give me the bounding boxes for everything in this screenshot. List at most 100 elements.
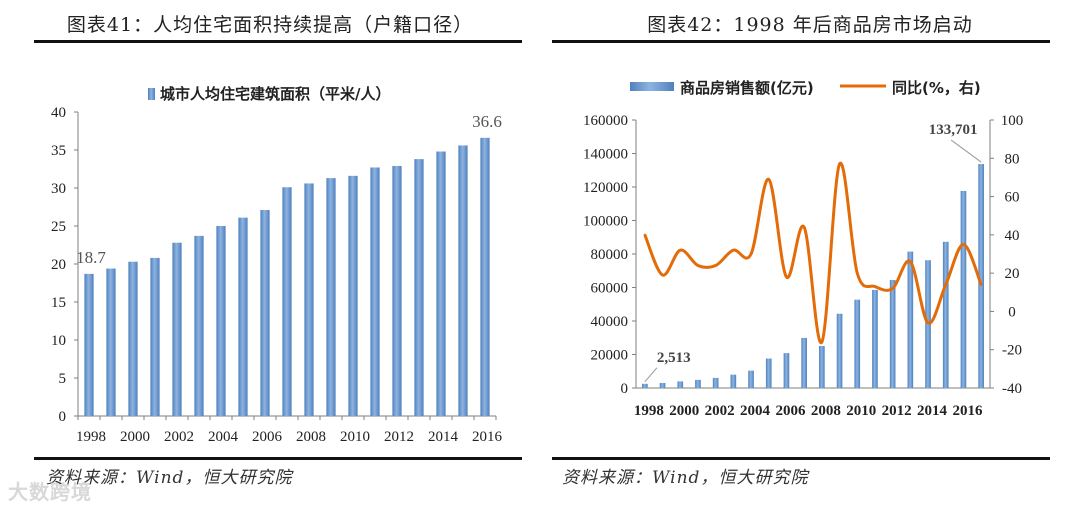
bar-2001: [695, 379, 701, 388]
x-tick-label: 2002: [705, 403, 735, 419]
y-right-tick-label: -20: [1002, 343, 1022, 359]
yoy-point-2015: [944, 283, 947, 286]
y-left-tick-label: 40000: [591, 314, 629, 330]
yoy-point-2002: [714, 264, 717, 267]
bar-2004: [748, 370, 754, 388]
figure-42-panel: 图表42：1998 年后商品房市场启动 商品房销售额(亿元) 同比(%，右) 0 20…: [540, 0, 1080, 514]
bar-2003: [194, 235, 204, 416]
yoy-point-2013: [909, 260, 912, 263]
x-tick-label: 2016: [472, 429, 503, 445]
y-tick-label: 25: [51, 219, 66, 235]
bar-2014: [436, 151, 446, 416]
y-left-tick-label: 20000: [591, 348, 629, 364]
bar-1999: [659, 382, 666, 388]
legend-swatch-sales: [630, 82, 674, 91]
bar-2015: [942, 241, 949, 388]
annotation-callout-line: [950, 139, 982, 163]
y-tick-label: 30: [51, 181, 66, 197]
data-label-2016: 36.6: [472, 112, 502, 131]
bar-2012: [392, 165, 402, 416]
yoy-point-2004: [749, 252, 753, 256]
bar-2001: [150, 257, 160, 416]
yoy-point-2003: [732, 248, 735, 252]
x-tick-label: 2008: [811, 403, 841, 419]
bar-2010: [854, 299, 861, 388]
yoy-point-2012: [891, 287, 894, 290]
y-left-tick-label: 140000: [583, 147, 628, 163]
y-tick-label: 35: [51, 143, 66, 159]
yoy-point-2011: [873, 285, 877, 288]
bar-2011: [370, 167, 380, 416]
bar-2013: [414, 159, 424, 416]
bar-2008: [304, 183, 314, 416]
housing-sales-chart: 商品房销售额(亿元) 同比(%，右)02000040000600008000010…: [583, 79, 1024, 419]
y-right-tick-label: 0: [1008, 304, 1016, 320]
bar-2011: [872, 289, 878, 388]
bar-2000: [128, 261, 138, 416]
x-tick-label: 2000: [669, 403, 699, 419]
annotation-label-first: 2,513: [657, 350, 691, 366]
bar-2008: [819, 346, 825, 388]
bar-2006: [783, 353, 790, 388]
bar-2010: [348, 175, 358, 416]
y-left-tick-label: 80000: [591, 247, 629, 263]
x-tick-label: 2008: [296, 429, 326, 445]
legend-label-sales: 商品房销售额(亿元): [680, 79, 814, 97]
yoy-point-2005: [767, 178, 770, 181]
yoy-point-2017: [979, 283, 983, 286]
housing-area-chart: 城市人均住宅建筑面积（平米/人） 0 5 10 15 20 25 30 35 40 1998 2000…: [51, 85, 503, 445]
yoy-line: [643, 161, 983, 344]
y-right-tick-label: 40: [1005, 228, 1020, 244]
y-tick-label: 20: [51, 257, 66, 273]
x-tick-label: 2012: [384, 429, 414, 445]
x-tick-label: 2006: [252, 429, 283, 445]
figure-42-title: 图表42：1998 年后商品房市场启动: [647, 14, 973, 36]
figure-41-panel: 图表41：人均住宅面积持续提高（户籍口径） 城市人均住宅建筑面积（平米/人） 0 5…: [34, 14, 522, 488]
figure-41-bottom-rule: [34, 457, 522, 460]
yoy-point-2000: [679, 248, 682, 252]
bar-2002: [712, 377, 719, 388]
y-right-tick-label: 100: [1001, 113, 1024, 129]
x-tick-label: 2004: [740, 403, 771, 419]
bar-1998: [642, 383, 648, 388]
x-tick-label: 2010: [340, 429, 370, 445]
figure-41-source: 资料来源：Wind，恒大研究院: [46, 468, 293, 488]
yoy-point-2014: [926, 321, 930, 325]
bar-2005: [765, 358, 772, 388]
x-tick-label: 2002: [164, 429, 194, 445]
legend-swatch-area: [148, 88, 155, 100]
bar-1998: [84, 273, 94, 416]
bar-2007: [801, 337, 807, 388]
data-label-1998: 18.7: [76, 248, 106, 267]
y-tick-label: 10: [51, 333, 66, 349]
yoy-point-1999: [661, 273, 664, 277]
y-tick-label: 40: [51, 105, 66, 121]
x-tick-label: 2014: [428, 429, 459, 445]
bar-2016: [480, 137, 490, 416]
bar-2015: [458, 145, 468, 416]
y-left-tick-label: 160000: [583, 113, 628, 129]
watermark-logo: 大数跨境: [8, 480, 92, 504]
y-tick-label: 0: [59, 409, 67, 425]
bar-1999: [106, 268, 116, 416]
bar-2009: [326, 178, 336, 416]
x-tick-label: 2014: [917, 403, 948, 419]
legend-label-yoy: 同比(%，右): [892, 79, 981, 97]
bar-2016: [960, 190, 967, 388]
yoy-point-2010: [856, 271, 859, 275]
y-tick-label: 5: [59, 371, 67, 387]
x-tick-label: 2000: [120, 429, 150, 445]
y-right-tick-label: 20: [1005, 266, 1020, 282]
y-right-tick-label: 60: [1005, 190, 1020, 206]
yoy-point-2009: [838, 162, 841, 166]
bar-2004: [216, 226, 226, 416]
bar-2012: [889, 280, 896, 388]
yoy-point-2001: [696, 264, 700, 267]
bar-2009: [836, 313, 843, 388]
bar-2013: [907, 251, 914, 388]
bar-2002: [172, 242, 182, 416]
bar-2017: [978, 164, 984, 388]
yoy-point-2006: [785, 275, 788, 279]
x-tick-label: 1998: [634, 403, 664, 419]
yoy-point-2007: [802, 226, 806, 229]
